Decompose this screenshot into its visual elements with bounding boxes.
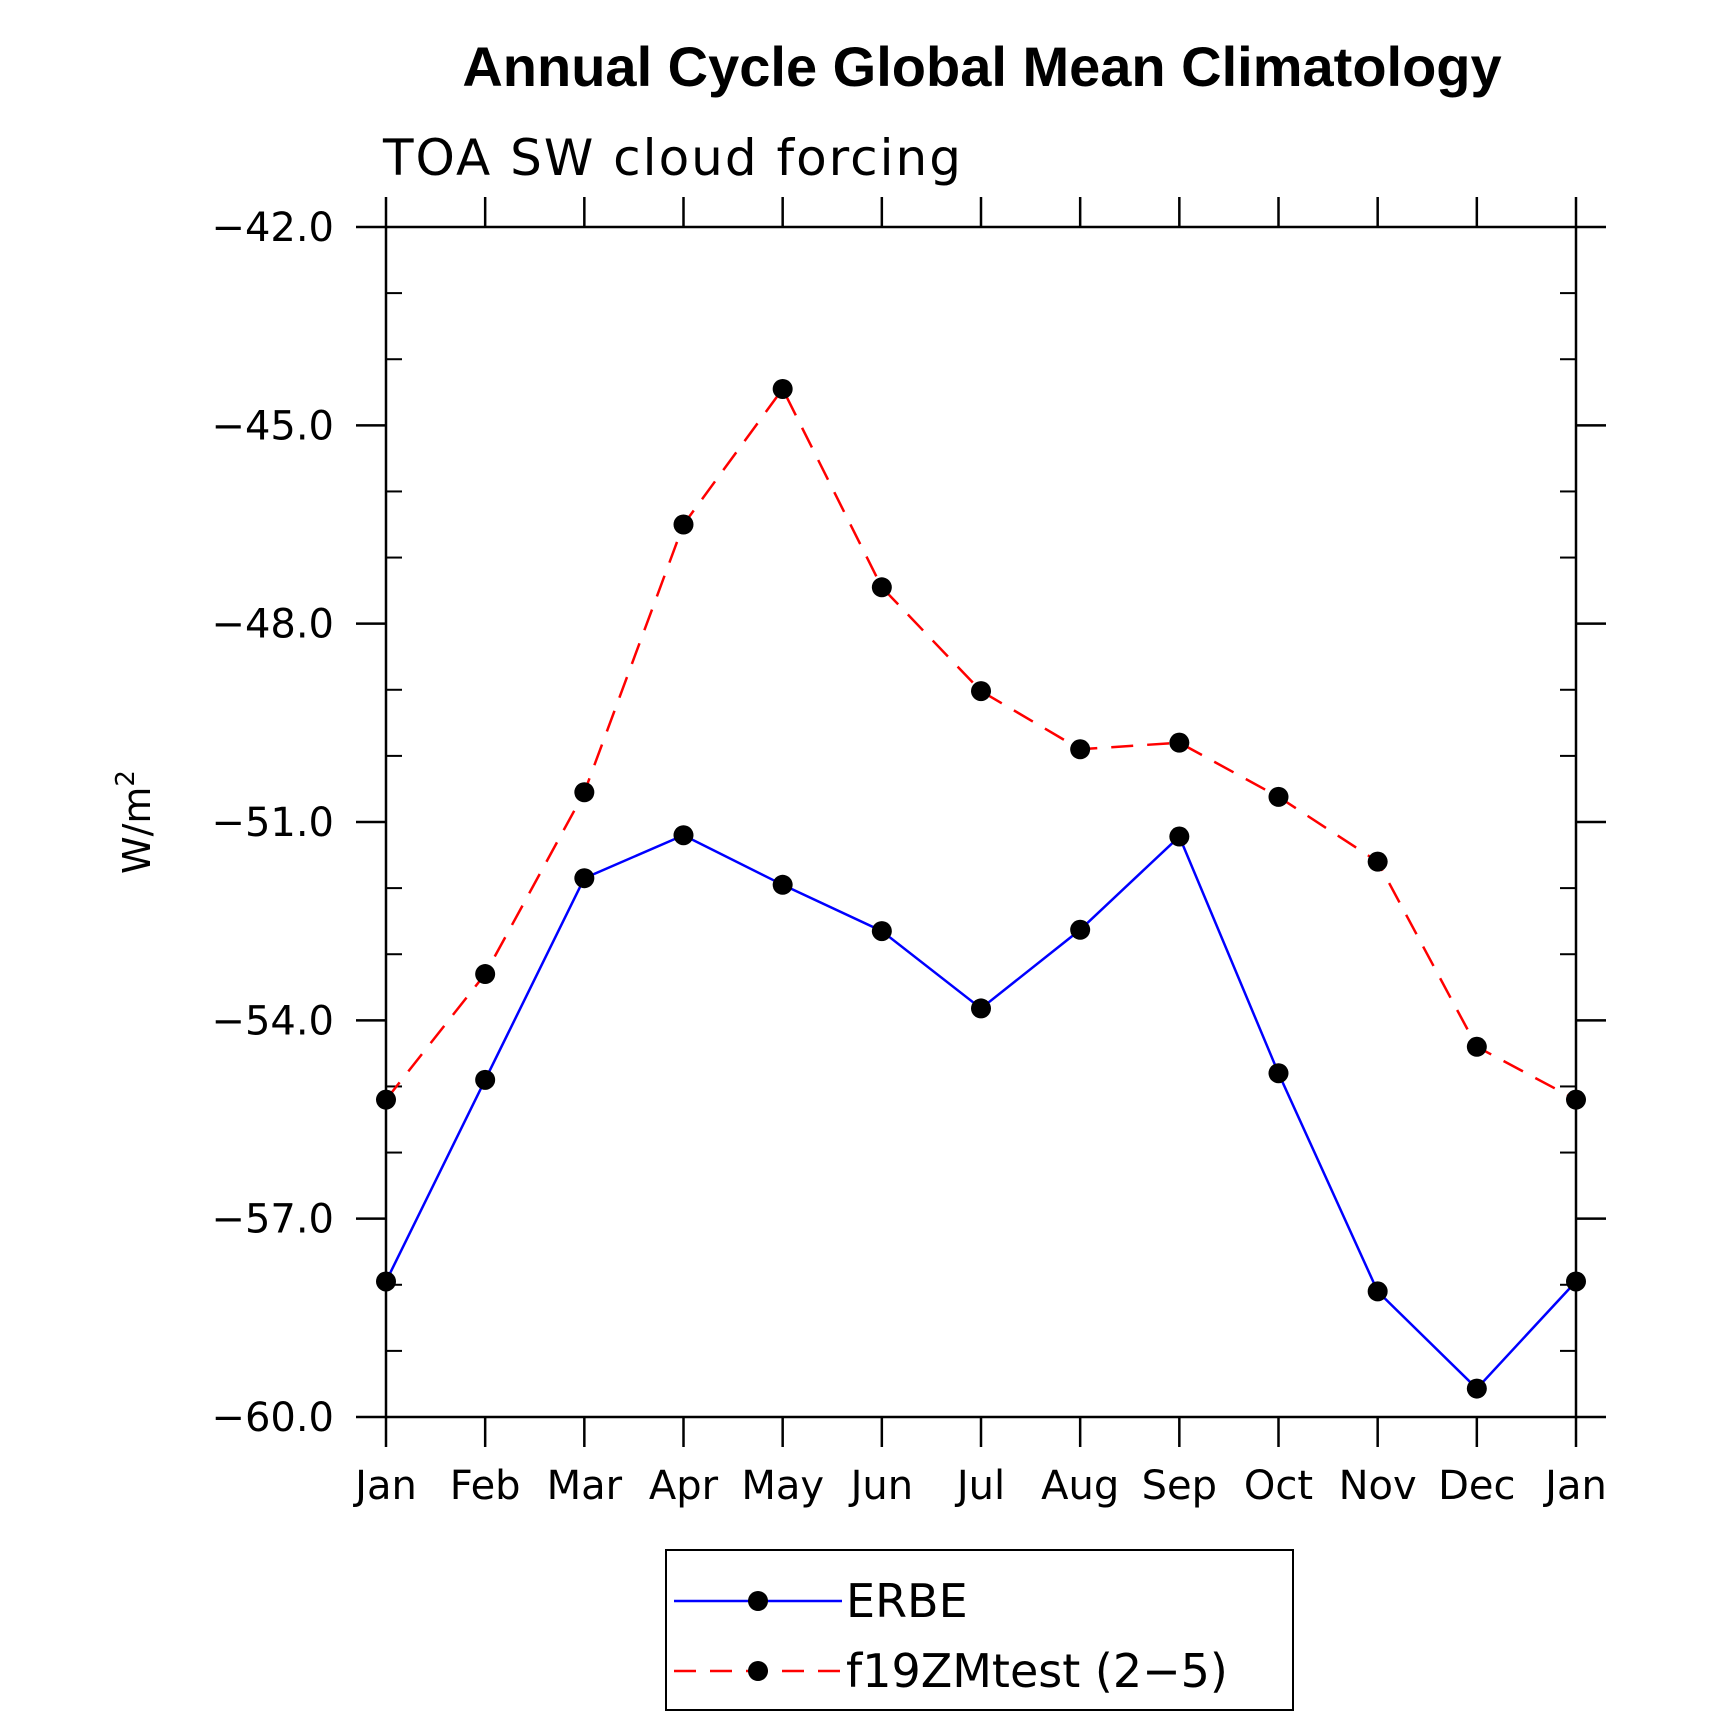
data-point [1367,851,1388,872]
data-point [1169,732,1190,753]
legend-marker [748,1591,768,1611]
data-point [376,1089,396,1110]
data-point [1268,786,1289,807]
data-point [376,1271,396,1292]
series-line [385,386,1577,1101]
legend: ERBE f19ZMtest (2−5) [665,1549,1294,1711]
data-point [1169,826,1190,847]
legend-marker [748,1661,768,1681]
x-tick-label: Jan [352,1463,417,1509]
x-tick-label: Aug [1041,1463,1119,1509]
x-tick-label: Apr [649,1463,719,1509]
data-point [1466,1378,1487,1399]
data-point [673,825,694,846]
x-tick-label: Oct [1244,1463,1313,1509]
x-tick-label: Sep [1142,1463,1217,1509]
y-tick-label: −57.0 [211,1197,334,1243]
data-point [772,874,793,895]
data-point [871,577,892,598]
chart-subtitle: TOA SW cloud forcing [382,129,963,187]
data-point [574,868,595,889]
legend-label: ERBE [846,1574,968,1628]
plot-frame [384,225,1578,1419]
y-axis-label: W/m2 [111,770,159,874]
y-tick-label: −60.0 [211,1395,334,1441]
data-point [673,514,694,535]
data-point [971,681,991,702]
series-f19zmtest [376,378,1586,1110]
series-layer [376,378,1586,1399]
chart-title: Annual Cycle Global Mean Climatology [462,35,1501,98]
data-point [871,921,892,942]
data-point [475,1069,496,1090]
data-point [1367,1281,1388,1302]
axis-ticks: Jan Feb Mar Apr May Jun Jul Aug Sep Oct Nov Dec Jan−… [211,197,1607,1509]
y-axis-label-text: W/m [115,787,159,874]
y-axis-label-superscript: 2 [111,770,141,787]
x-tick-label: Jul [954,1463,1005,1509]
x-tick-label: Jan [1542,1463,1607,1509]
x-tick-label: Feb [450,1463,521,1509]
y-tick-label: −42.0 [211,205,334,251]
y-tick-label: −48.0 [211,602,334,648]
y-tick-label: −45.0 [211,403,334,449]
data-point [574,782,595,803]
legend-label: f19ZMtest (2−5) [846,1644,1228,1698]
data-point [971,998,991,1019]
y-tick-label: −51.0 [211,800,334,846]
y-tick-label: −54.0 [211,998,334,1044]
series-line [384,833,1577,1391]
data-point [1268,1063,1289,1084]
data-point [1566,1089,1586,1110]
data-point [1466,1036,1487,1057]
x-tick-label: Dec [1438,1463,1515,1509]
x-tick-label: Nov [1339,1463,1417,1509]
data-point [772,378,793,399]
data-point [1566,1271,1586,1292]
series-erbe [376,825,1586,1399]
x-tick-label: Jun [848,1463,914,1509]
y-axis-label-group: W/m2 [111,770,159,874]
data-point [1070,919,1091,940]
legend-box [665,1549,1294,1711]
x-tick-label: Mar [547,1463,623,1509]
x-tick-label: May [741,1463,824,1509]
data-point [475,964,496,985]
data-point [1070,739,1091,760]
